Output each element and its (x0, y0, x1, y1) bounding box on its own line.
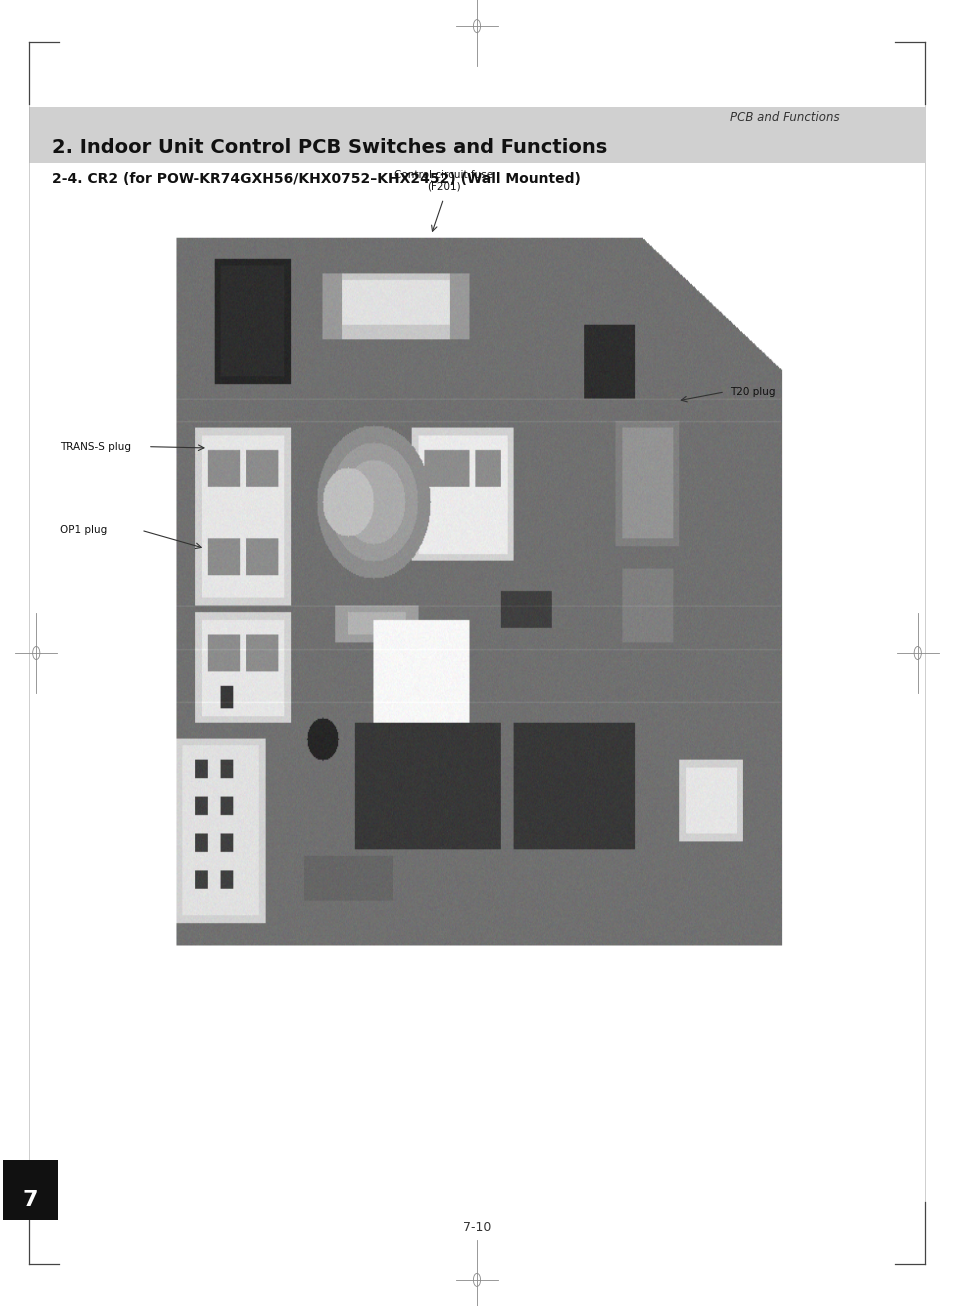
Text: T20 plug: T20 plug (729, 387, 775, 397)
Text: 2. Indoor Unit Control PCB Switches and Functions: 2. Indoor Unit Control PCB Switches and … (52, 138, 607, 157)
Text: Control circuit fuse
(F201): Control circuit fuse (F201) (394, 170, 493, 192)
Text: OP1 plug: OP1 plug (60, 525, 108, 535)
Text: 7-10: 7-10 (462, 1221, 491, 1234)
Bar (29, 107, 924, 163)
Text: PCB and Functions: PCB and Functions (729, 111, 839, 124)
Bar (3, 1160, 58, 1220)
Text: 2-4. CR2 (for POW-KR74GXH56/KHX0752–KHX2452) (Wall Mounted): 2-4. CR2 (for POW-KR74GXH56/KHX0752–KHX2… (52, 172, 580, 185)
Text: 7: 7 (23, 1190, 38, 1211)
Text: TRANS-S plug: TRANS-S plug (60, 441, 131, 452)
